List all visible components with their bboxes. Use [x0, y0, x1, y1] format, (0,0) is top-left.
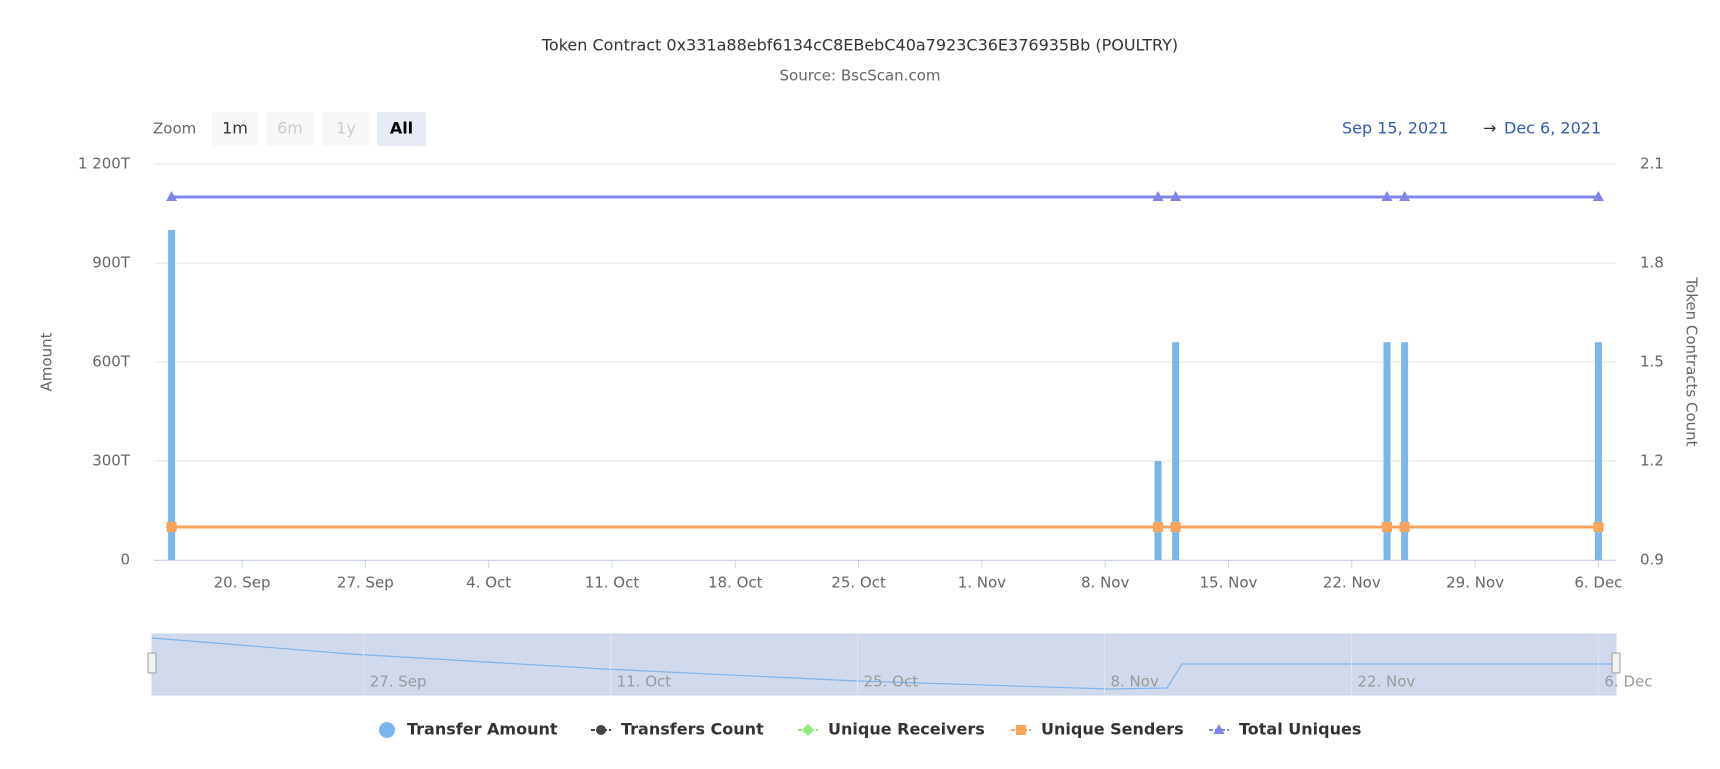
x-tick-label: 1. Nov: [958, 574, 1006, 592]
range-to[interactable]: Dec 6, 2021: [1504, 119, 1601, 138]
point: [1399, 191, 1411, 201]
range-arrow: →: [1483, 119, 1496, 138]
y2-tick-label: 1.5: [1640, 353, 1664, 371]
x-tick-label: 20. Sep: [214, 574, 271, 592]
navigator-tick-label: 8. Nov: [1110, 673, 1158, 691]
x-tick-label: 22. Nov: [1323, 574, 1381, 592]
point: [1170, 522, 1181, 532]
x-tick-label: 6. Dec: [1574, 574, 1622, 592]
legend-item[interactable]: Transfers Count: [621, 720, 764, 739]
bar: [1383, 342, 1391, 560]
legend-symbol[interactable]: [379, 722, 395, 738]
y2-tick-label: 0.9: [1640, 551, 1664, 569]
legend-symbol: [802, 724, 814, 736]
point: [1382, 522, 1393, 532]
y-tick-label: 1 200T: [78, 155, 131, 173]
navigator-tick-label: 25. Oct: [864, 673, 919, 691]
legend-item[interactable]: Unique Receivers: [828, 720, 985, 739]
bar: [1172, 342, 1180, 560]
point: [1153, 522, 1164, 532]
zoom-button-label: 1y: [336, 119, 356, 138]
legend-item[interactable]: Total Uniques: [1239, 720, 1361, 739]
zoom-button: [266, 112, 314, 146]
zoom-button[interactable]: [377, 112, 426, 146]
bar: [1594, 342, 1602, 560]
x-tick-label: 11. Oct: [585, 574, 640, 592]
navigator-tick-label: 22. Nov: [1357, 673, 1415, 691]
point: [1170, 191, 1182, 201]
x-tick-label: 25. Oct: [831, 574, 886, 592]
point: [1152, 191, 1164, 201]
legend-item[interactable]: Unique Senders: [1041, 720, 1184, 739]
point: [166, 522, 177, 532]
y2-tick-label: 2.1: [1640, 155, 1664, 173]
point: [1592, 191, 1604, 201]
x-tick-label: 15. Nov: [1200, 574, 1258, 592]
point: [1399, 522, 1410, 532]
x-tick-label: 8. Nov: [1081, 574, 1129, 592]
navigator-line: [151, 637, 1616, 690]
y-tick-label: 600T: [92, 353, 131, 371]
point: [166, 191, 178, 201]
navigator-handle[interactable]: [147, 652, 157, 674]
y2-tick-label: 1.8: [1640, 254, 1664, 272]
zoom-button-label[interactable]: All: [390, 119, 413, 138]
y-tick-label: 900T: [92, 254, 131, 272]
y2-axis-title: Token Contracts Count: [1683, 276, 1701, 446]
point: [1593, 522, 1604, 532]
x-tick-label: 18. Oct: [708, 574, 763, 592]
legend-symbol: [1213, 724, 1225, 734]
bar: [1401, 342, 1409, 560]
chart-subtitle: Source: BscScan.com: [780, 67, 941, 85]
range-from[interactable]: Sep 15, 2021: [1342, 119, 1449, 138]
zoom-button-label[interactable]: 1m: [222, 119, 248, 138]
y-axis-title: Amount: [38, 332, 56, 391]
bar: [168, 230, 176, 560]
chart-title: Token Contract 0x331a88ebf6134cC8EBebC40…: [541, 36, 1178, 55]
navigator-tick-label: 6. Dec: [1604, 673, 1652, 691]
y-tick-label: 0: [120, 551, 130, 569]
zoom-label: Zoom: [153, 120, 196, 138]
zoom-button[interactable]: [212, 112, 258, 146]
y2-tick-label: 1.2: [1640, 452, 1664, 470]
legend-symbol: [596, 725, 606, 735]
zoom-button: [322, 112, 370, 146]
legend-item[interactable]: Transfer Amount: [407, 720, 558, 739]
navigator-tick-label: 27. Sep: [370, 673, 427, 691]
bar: [1154, 461, 1162, 560]
x-tick-label: 29. Nov: [1446, 574, 1504, 592]
navigator-handle[interactable]: [1611, 652, 1621, 674]
x-tick-label: 4. Oct: [466, 574, 511, 592]
legend-symbol: [1016, 725, 1026, 735]
x-tick-label: 27. Sep: [337, 574, 394, 592]
navigator-tick-label: 11. Oct: [617, 673, 672, 691]
zoom-button-label: 6m: [277, 119, 303, 138]
y-tick-label: 300T: [92, 452, 131, 470]
point: [1381, 191, 1393, 201]
